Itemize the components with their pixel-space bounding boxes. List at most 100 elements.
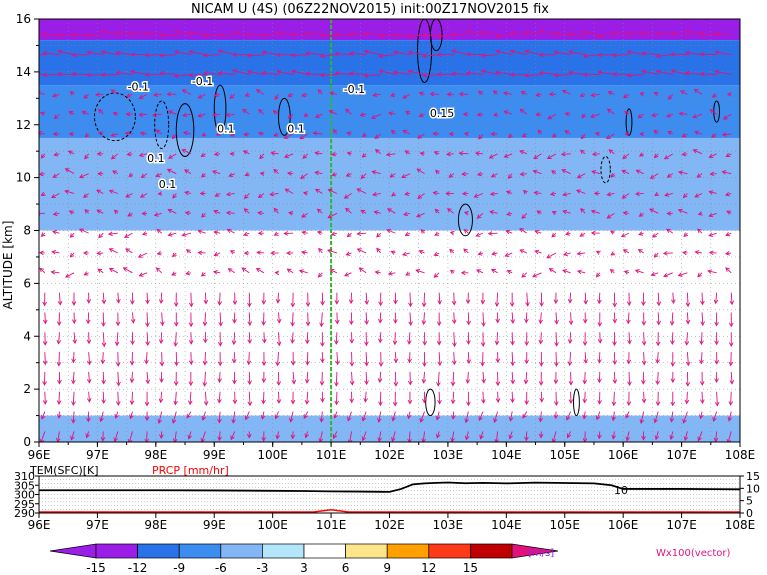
wind-vector-head — [334, 71, 340, 76]
wind-vector-head — [612, 302, 618, 308]
wind-vector — [350, 52, 367, 56]
wind-vector — [305, 431, 309, 438]
wind-vector-head — [158, 339, 164, 345]
wind-vector — [388, 112, 396, 115]
wind-vector — [401, 173, 411, 178]
wind-vector — [247, 54, 264, 57]
wind-vector-head — [155, 267, 161, 272]
wind-vector — [82, 111, 89, 115]
wind-vector — [462, 173, 469, 175]
wind-vector-head — [125, 248, 130, 253]
wind-vector-head — [449, 112, 455, 117]
wind-vector-head — [99, 417, 104, 423]
wind-vector-head — [429, 112, 435, 118]
wind-vector-head — [39, 171, 44, 177]
wind-vector-head — [564, 130, 570, 135]
wind-vector-head — [378, 318, 383, 324]
wind-vector — [139, 113, 148, 116]
wind-vector-head — [653, 418, 659, 424]
wind-vector-head — [568, 49, 574, 55]
wind-vector-head — [567, 298, 573, 304]
wind-vector-head — [655, 380, 661, 386]
wind-vector — [54, 113, 60, 119]
wind-vector — [97, 252, 104, 254]
wind-vector — [417, 133, 425, 139]
wind-vector-head — [345, 251, 351, 256]
wind-vector — [562, 90, 571, 95]
wind-vector-head — [538, 319, 544, 325]
wind-vector — [228, 268, 235, 274]
wind-vector-head — [172, 194, 177, 199]
wind-vector-head — [56, 414, 62, 419]
wind-vector — [534, 250, 542, 254]
wind-vector-head — [276, 52, 281, 58]
wind-vector — [345, 89, 352, 95]
bottom-left-tick-label: 300 — [14, 489, 35, 502]
wind-vector — [204, 72, 221, 75]
wind-vector-head — [305, 30, 311, 36]
wind-vector-head — [519, 171, 525, 177]
wind-vector — [299, 270, 308, 274]
wind-vector-head — [685, 50, 690, 56]
wind-vector — [291, 332, 294, 344]
wind-vector — [335, 332, 338, 344]
wind-vector-head — [85, 319, 91, 325]
wind-vector-head — [474, 151, 480, 156]
bottom-x-tick-label: 105E — [550, 518, 581, 532]
wind-vector-head — [128, 172, 134, 178]
wind-vector-head — [255, 268, 261, 273]
colorbar: -15 -12 -9 -6 -3 3 6 9 12 15 — [49, 543, 559, 575]
wind-vector-head — [364, 380, 369, 386]
bottom-x-tick-label: 102E — [374, 518, 405, 532]
wind-vector-head — [348, 299, 354, 305]
wind-vector-head — [188, 49, 194, 55]
wind-vector-head — [532, 169, 538, 174]
wind-vector — [482, 371, 485, 383]
wind-vector-head — [560, 151, 566, 157]
wind-vector-head — [100, 29, 106, 34]
wind-vector — [664, 193, 673, 196]
wind-vector-head — [393, 319, 398, 324]
wind-vector-head — [583, 359, 588, 364]
wind-vector-head — [243, 131, 248, 137]
wind-vector — [58, 34, 75, 37]
wind-vector — [244, 208, 250, 214]
bottom-left-tick-label: 295 — [14, 498, 35, 511]
wind-vector — [146, 332, 149, 346]
wind-vector — [482, 312, 485, 327]
wind-vector — [245, 411, 250, 420]
wind-vector — [392, 411, 396, 421]
wind-vector — [452, 33, 469, 36]
colorbar-swatch — [386, 543, 430, 559]
wind-vector-head — [301, 92, 307, 98]
wind-vector-head — [627, 381, 632, 387]
wind-vector — [577, 173, 586, 179]
wind-vector-head — [552, 133, 557, 138]
wind-vector-head — [334, 400, 339, 406]
wind-vector-head — [477, 171, 482, 177]
wind-vector-head — [479, 434, 484, 440]
wind-vector — [664, 153, 674, 160]
wind-vector — [409, 292, 412, 307]
wind-vector — [198, 230, 206, 234]
wind-vector — [521, 91, 527, 95]
wind-vector — [128, 431, 133, 442]
wind-vector-head — [422, 53, 428, 59]
wind-vector-head — [57, 300, 63, 306]
wind-vector — [365, 371, 368, 385]
wind-vector — [65, 168, 75, 175]
wind-vector-head — [213, 92, 219, 98]
wind-vector — [57, 50, 75, 56]
wind-vector-head — [418, 249, 424, 255]
wind-vector — [374, 133, 382, 139]
wind-vector — [722, 133, 732, 136]
wind-vector-head — [421, 378, 427, 384]
wind-vector-head — [301, 213, 307, 218]
wind-vector — [393, 71, 411, 75]
wind-vector — [686, 391, 688, 404]
wind-vector — [101, 30, 118, 36]
wind-vector-head — [320, 398, 325, 403]
wind-vector-head — [611, 434, 617, 440]
x-tick-label: 102E — [374, 448, 405, 462]
wind-vector-head — [72, 339, 78, 345]
